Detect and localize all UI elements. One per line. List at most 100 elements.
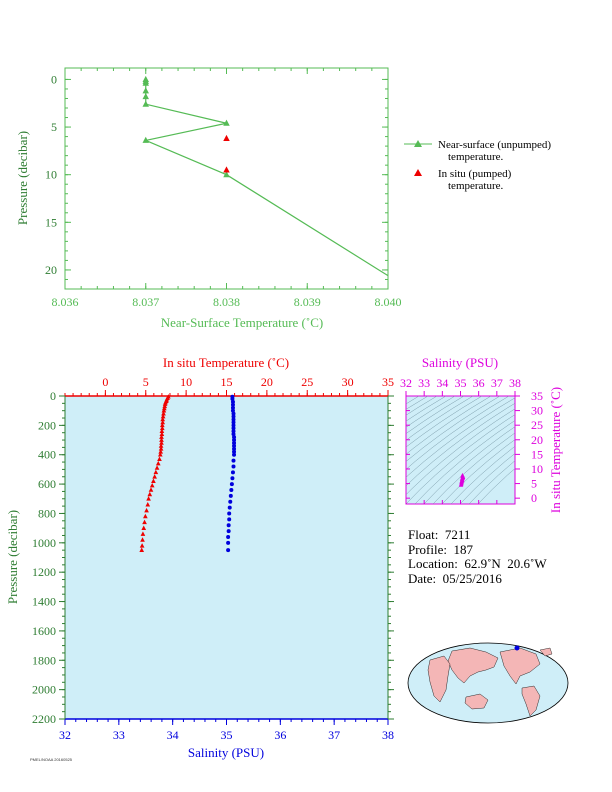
temperature-point [140, 537, 145, 542]
footer-credit: PMEL/NOAA 20160525 [30, 757, 73, 762]
temperature-tick-label: 10 [180, 375, 192, 389]
ts-x-tick-label: 35 [455, 376, 467, 390]
ts-y-tick-label: 10 [531, 462, 543, 476]
density-contour [406, 396, 483, 448]
salinity-point [226, 529, 231, 534]
temperature-point [145, 502, 151, 507]
ts-x-tick-label: 37 [491, 376, 503, 390]
temperature-point [158, 446, 164, 451]
temperature-point [160, 413, 166, 419]
temperature-point [149, 482, 155, 488]
pumped-temperature-point [223, 166, 230, 173]
salinity-point [231, 411, 236, 416]
temperature-point [162, 403, 168, 409]
salinity-point [230, 402, 235, 407]
temperature-point [159, 422, 165, 428]
unpumped-temperature-point [223, 171, 230, 178]
float-location-marker [514, 645, 520, 651]
ts-y-tick-label: 30 [531, 404, 543, 418]
temperature-point [160, 416, 166, 422]
top-x-tick-label: 8.036 [52, 295, 79, 309]
salinity-point [229, 487, 234, 492]
map-greenland [539, 647, 553, 657]
top-plot-frame [64, 67, 389, 290]
density-contour [406, 397, 515, 478]
legend-label-pumped-1: In situ (pumped) [438, 168, 512, 180]
salinity-point [230, 399, 235, 404]
top-x-tick-label: 8.037 [132, 295, 159, 309]
density-contour [450, 445, 515, 504]
temperature-point [139, 547, 145, 552]
location: Location: 62.9˚N 20.6˚W [408, 556, 547, 571]
pumped-temperature-point [223, 134, 230, 142]
top-y-tick-label: 0 [51, 72, 57, 86]
salinity-point [232, 435, 237, 440]
temperature-point [159, 434, 164, 439]
salinity-point [231, 458, 236, 463]
temperature-point [142, 519, 147, 525]
ts-y-tick-label: 5 [531, 477, 537, 491]
pressure-tick-label: 1800 [32, 653, 56, 667]
salinity-tick-label: 38 [382, 728, 394, 742]
profile-number: Profile: 187 [408, 541, 473, 557]
temperature-point [151, 478, 156, 483]
ts-point [459, 476, 465, 481]
density-contour [423, 426, 515, 504]
top-x-tick-label: 8.040 [375, 295, 402, 309]
pressure-tick-label: 0 [50, 389, 56, 403]
temperature-tick-label: 15 [221, 375, 233, 389]
salinity-tick-label: 36 [274, 728, 286, 742]
temperature-point [158, 449, 164, 454]
salinity-point [230, 470, 235, 475]
temperature-point [159, 437, 164, 442]
temperature-point [146, 496, 151, 501]
density-contour [406, 396, 456, 428]
temperature-tick-label: 30 [342, 375, 354, 389]
salinity-point [228, 493, 233, 498]
temperature-point [159, 440, 164, 445]
temperature-point [161, 405, 167, 411]
density-contour [406, 396, 474, 441]
density-contour [406, 396, 501, 462]
salinity-point [232, 443, 237, 448]
near-surface-temperature-chart: 8.036 8.037 8.038 8.039 8.040 0 5 10 15 20 Near-S… [15, 67, 551, 330]
ts-x-tick-label: 36 [473, 376, 485, 390]
salinity-tick-label: 35 [221, 728, 233, 742]
map-australia [464, 693, 489, 710]
ts-y-axis-label: In situ Temperature (˚C) [548, 387, 563, 513]
ts-y-tick-label: 0 [531, 491, 537, 505]
salinity-tick-label: 34 [167, 728, 179, 742]
density-contour [459, 453, 515, 504]
temperature-point [161, 411, 166, 416]
float-info: Float: 7211 Profile: 187 Location: 62.9˚… [408, 527, 547, 586]
salinity-point [232, 440, 237, 445]
ts-point [459, 479, 464, 484]
density-contour [406, 396, 429, 410]
density-contour [406, 396, 447, 422]
temperature-point [147, 491, 153, 497]
density-contour [468, 460, 515, 504]
top-x-tick-label: 8.039 [294, 295, 321, 309]
temperature-point [159, 428, 165, 434]
salinity-point [231, 417, 236, 422]
salinity-point [230, 476, 235, 481]
pressure-tick-label: 1200 [32, 565, 56, 579]
pressure-tick-label: 1400 [32, 595, 56, 609]
temperature-point [153, 469, 159, 475]
temperature-tick-label: 35 [382, 375, 394, 389]
salinity-point [226, 534, 231, 539]
pressure-tick-label: 600 [38, 477, 56, 491]
salinity-point [231, 426, 236, 431]
temperature-point [154, 465, 160, 470]
ts-y-tick-label: 35 [531, 389, 543, 403]
ts-x-tick-label: 32 [400, 376, 412, 390]
density-contour [406, 396, 492, 455]
unpumped-temperature-point [142, 79, 149, 86]
salinity-point [232, 452, 237, 457]
ts-y-tick-label: 20 [531, 433, 543, 447]
pressure-tick-label: 200 [38, 418, 56, 432]
salinity-point [230, 405, 235, 410]
top-y-tick-label: 20 [45, 263, 57, 277]
